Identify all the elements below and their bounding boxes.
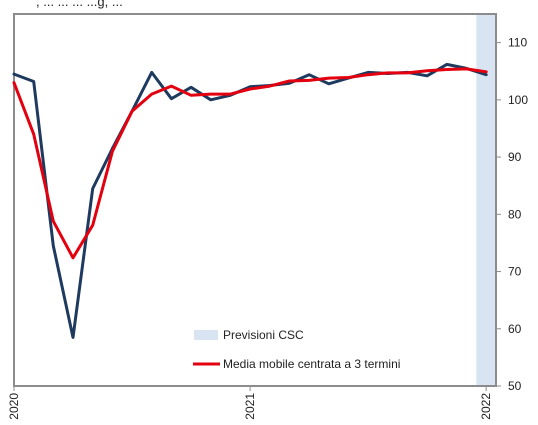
legend: Previsioni CSC Media mobile centrata a 3…	[193, 328, 400, 371]
y-axis: 50 60 70 80 90 100 110	[496, 36, 528, 393]
y-tick-label: 80	[508, 207, 522, 221]
legend-label-forecast-band: Previsioni CSC	[223, 328, 304, 342]
forecast-band	[476, 14, 496, 386]
x-tick-label: 2021	[243, 393, 257, 420]
plot-area	[13, 13, 497, 387]
series-group	[12, 62, 488, 339]
legend-swatch-forecast-band	[194, 330, 218, 340]
legend-label-moving-average: Media mobile centrata a 3 termini	[223, 357, 400, 371]
series-line-moving-average	[12, 67, 488, 260]
y-tick-label: 70	[508, 265, 522, 279]
series-line-index	[12, 62, 488, 339]
chart-title-fragment: , ... ... ... ...g, ...	[36, 0, 123, 9]
plot-frame	[13, 13, 497, 387]
x-axis: 2020 2021 2022	[7, 386, 493, 420]
y-tick-label: 90	[508, 150, 522, 164]
y-tick-label: 100	[508, 93, 528, 107]
forecast-band-group	[476, 14, 496, 386]
y-tick-label: 50	[508, 379, 522, 393]
y-tick-label: 110	[508, 36, 527, 50]
x-tick-label: 2020	[7, 393, 21, 420]
x-tick-label: 2022	[479, 393, 493, 420]
y-tick-label: 60	[508, 322, 522, 336]
